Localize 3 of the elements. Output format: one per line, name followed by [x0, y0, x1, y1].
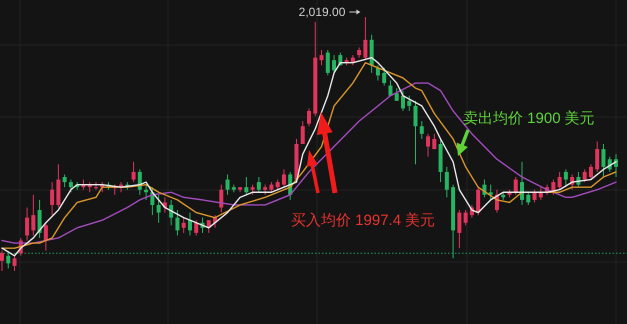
annotation: 卖出均价 1900 美元: [463, 110, 595, 127]
annotation: 2,019.00: [298, 5, 346, 19]
annotation: 买入均价 1997.4 美元: [291, 212, 436, 229]
